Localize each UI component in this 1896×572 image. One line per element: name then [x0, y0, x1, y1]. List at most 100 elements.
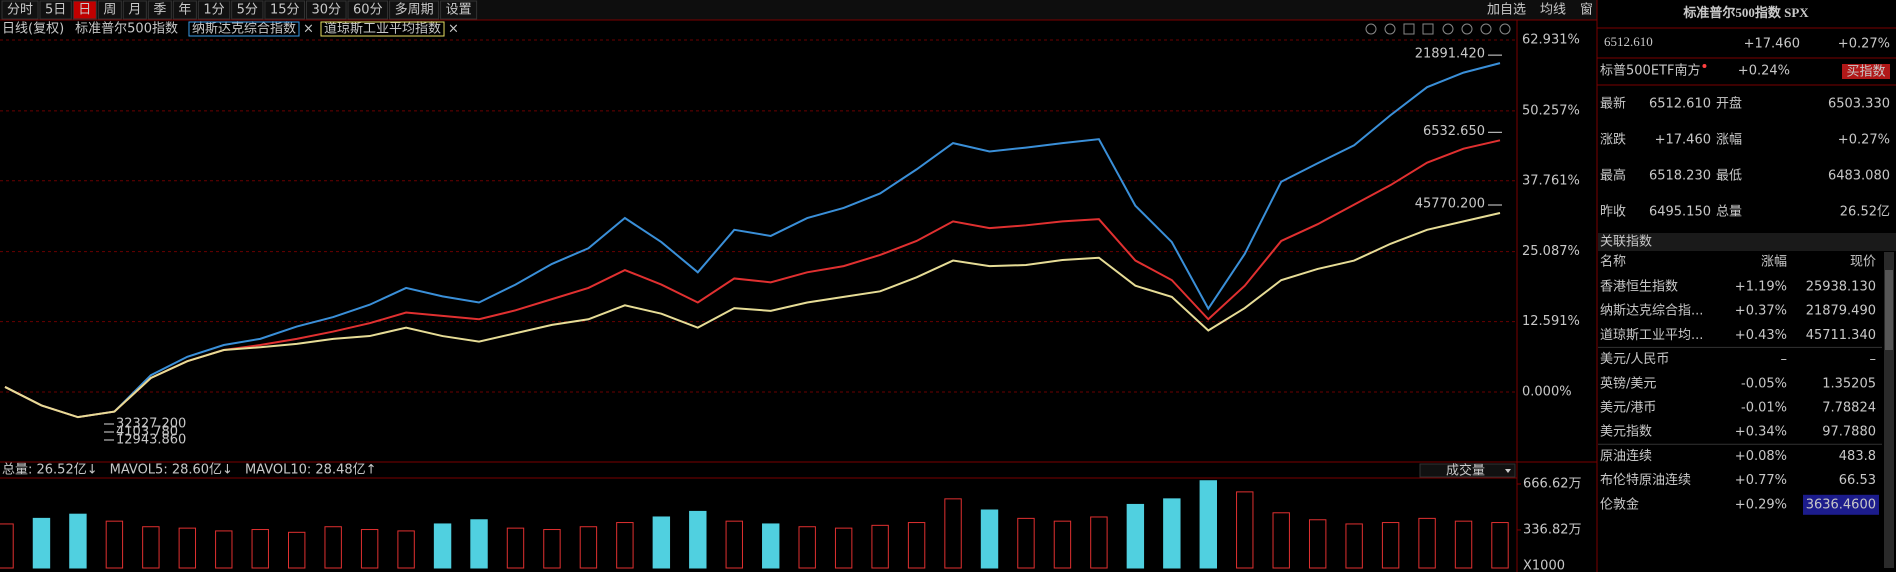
- period-button-label: 1分: [203, 3, 224, 18]
- volume-bar: [1199, 480, 1217, 569]
- y-tick-label: 37.761%: [1522, 173, 1580, 188]
- series-line: [4, 212, 1501, 419]
- related-name[interactable]: 美元/港币: [1600, 401, 1656, 416]
- volume-bar: [543, 529, 561, 569]
- tool-icon[interactable]: [1422, 23, 1434, 35]
- volume-unit: X1000: [1523, 559, 1565, 572]
- stat-value: +17.460: [1655, 133, 1711, 148]
- period-button[interactable]: [72, 0, 97, 20]
- related-name[interactable]: 原油连续: [1600, 448, 1652, 464]
- etf-change: +0.24%: [1738, 64, 1790, 79]
- tool-icon[interactable]: [1365, 23, 1377, 35]
- volume-bar: [1454, 520, 1473, 569]
- period-button[interactable]: [347, 0, 389, 20]
- period-button[interactable]: [1, 0, 39, 20]
- legend-close: ×: [448, 22, 459, 37]
- related-name[interactable]: 伦敦金: [1600, 496, 1639, 512]
- period-button[interactable]: [231, 0, 264, 20]
- related-name[interactable]: 纳斯达克综合指...: [1600, 304, 1703, 319]
- volume-bar: [689, 510, 707, 569]
- volume-bar: [433, 523, 452, 569]
- related-price: –: [1870, 352, 1877, 367]
- volume-bar: [397, 530, 415, 569]
- action-button[interactable]: 窗: [1580, 2, 1593, 18]
- legend-entry: 道琼斯工业平均指数: [324, 22, 441, 37]
- volume-bar: [251, 529, 269, 569]
- related-change: +0.37%: [1735, 304, 1787, 319]
- high-label: 6532.650: [1423, 124, 1485, 139]
- stat-value: 6518.230: [1649, 169, 1711, 184]
- buy-button[interactable]: [1842, 64, 1890, 79]
- related-name[interactable]: 道琼斯工业平均...: [1600, 328, 1703, 343]
- volume-bar: [944, 498, 962, 569]
- dropdown-arrow: [1505, 469, 1511, 473]
- related-price: 3636.4600: [1806, 497, 1876, 512]
- tool-icon[interactable]: [1480, 23, 1492, 35]
- related-name[interactable]: 美元/人民币: [1600, 352, 1669, 367]
- legend-box: [188, 21, 300, 37]
- stat-label: 涨跌: [1600, 132, 1626, 148]
- legend-box: [320, 21, 445, 37]
- stat-value: +0.27%: [1838, 133, 1890, 148]
- volume-bar: [616, 522, 634, 569]
- related-name[interactable]: 布伦特原油连续: [1600, 472, 1691, 488]
- volume-bar: [579, 526, 598, 569]
- volume-bar: [798, 526, 816, 569]
- related-title: 关联指数: [1600, 235, 1652, 250]
- buy-button-label[interactable]: 买指数: [1846, 65, 1885, 80]
- period-button-label: 月: [128, 3, 141, 18]
- volume-bar: [1126, 503, 1145, 569]
- period-button[interactable]: [147, 0, 172, 20]
- related-change: -0.05%: [1741, 376, 1787, 391]
- etf-name[interactable]: 标普500ETF南方: [1600, 63, 1700, 79]
- period-button-label: 设置: [446, 3, 472, 18]
- period-button[interactable]: [172, 0, 197, 20]
- tool-icon[interactable]: [1461, 23, 1473, 35]
- volume-bar: [1345, 523, 1363, 569]
- related-price: 7.78824: [1822, 401, 1876, 416]
- legend-entry: 标准普尔500指数: [75, 22, 178, 37]
- volume-bar: [1308, 519, 1327, 569]
- related-name[interactable]: 香港恒生指数: [1600, 280, 1678, 295]
- tool-icon[interactable]: [1403, 23, 1415, 35]
- volume-bar: [907, 522, 926, 569]
- column-header: 现价: [1850, 255, 1876, 270]
- period-button-label: 30分: [311, 3, 341, 18]
- quote-title: 标准普尔500指数 SPX: [1682, 5, 1809, 20]
- volume-bar: [1090, 516, 1108, 569]
- stat-label: 昨收: [1600, 205, 1626, 220]
- period-button[interactable]: [305, 0, 347, 20]
- chart-tools: [1365, 23, 1511, 35]
- period-button-label: 日: [78, 3, 91, 18]
- period-button[interactable]: [122, 0, 147, 20]
- stat-value: 6503.330: [1828, 97, 1890, 112]
- indicator-dropdown[interactable]: [1419, 463, 1516, 478]
- action-button[interactable]: 加自选: [1487, 3, 1526, 18]
- related-name[interactable]: 美元指数: [1600, 425, 1652, 440]
- y-tick-label: 62.931%: [1522, 33, 1580, 48]
- related-change: +1.19%: [1735, 280, 1787, 295]
- action-button[interactable]: 均线: [1540, 3, 1566, 18]
- period-button[interactable]: [389, 0, 440, 20]
- related-change: –: [1781, 352, 1788, 367]
- series-line: [4, 139, 1501, 419]
- period-button[interactable]: [440, 0, 478, 20]
- period-button[interactable]: [39, 0, 72, 20]
- tool-icon[interactable]: [1384, 23, 1396, 35]
- volume-legend: MAVOL5: 28.60亿↓: [110, 463, 233, 478]
- tool-icon[interactable]: [1442, 23, 1454, 35]
- scrollbar[interactable]: [1884, 252, 1894, 568]
- scrollbar-thumb[interactable]: [1885, 270, 1893, 350]
- related-name[interactable]: 英镑/美元: [1600, 375, 1656, 391]
- period-button[interactable]: [197, 0, 231, 20]
- price-highlight: [1803, 494, 1879, 515]
- high-label: 21891.420: [1415, 47, 1485, 62]
- related-price: 1.35205: [1822, 376, 1876, 391]
- low-label: 12943.860: [116, 433, 186, 448]
- y-tick-label: 0.000%: [1522, 384, 1572, 399]
- period-button[interactable]: [264, 0, 305, 20]
- tool-icon[interactable]: [1499, 23, 1511, 35]
- period-button[interactable]: [97, 0, 122, 20]
- series-line: [4, 62, 1501, 419]
